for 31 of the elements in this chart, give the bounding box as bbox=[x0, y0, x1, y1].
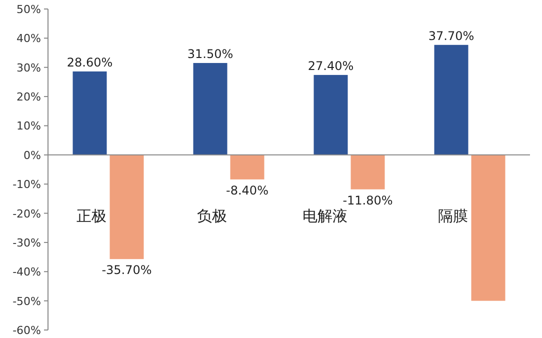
bar bbox=[350, 154, 385, 190]
data-label: -8.40% bbox=[226, 183, 268, 198]
y-tick-label: -20% bbox=[12, 207, 41, 220]
y-tick-label: 50% bbox=[16, 3, 41, 16]
y-tick-label: 40% bbox=[16, 32, 41, 46]
bar bbox=[434, 44, 468, 155]
y-tick-label: 10% bbox=[16, 120, 41, 133]
data-label: 27.40% bbox=[308, 58, 354, 73]
y-tick-label: -10% bbox=[12, 178, 41, 192]
data-label: -35.70% bbox=[102, 263, 152, 278]
bar bbox=[471, 154, 506, 301]
y-tick-label: 30% bbox=[16, 61, 41, 74]
y-tick-label: -30% bbox=[12, 236, 41, 250]
data-label: 28.60% bbox=[66, 55, 113, 70]
bar bbox=[193, 62, 228, 155]
y-tick-label: -60% bbox=[12, 324, 41, 337]
data-label: 37.70% bbox=[428, 28, 474, 43]
data-label: 31.50% bbox=[187, 46, 234, 61]
y-tick-label: 0% bbox=[24, 148, 41, 162]
y-tick-label: -50% bbox=[12, 294, 41, 308]
x-tick-label: 正极 bbox=[76, 206, 106, 225]
y-tick-label: 20% bbox=[16, 90, 41, 104]
x-tick-label: 隔膜 bbox=[438, 206, 468, 225]
bar bbox=[110, 154, 144, 260]
bar bbox=[230, 154, 264, 180]
x-tick-label: 电解液 bbox=[302, 206, 348, 225]
data-label: -11.80% bbox=[342, 193, 393, 208]
y-tick-label: -40% bbox=[12, 266, 41, 279]
x-tick-label: 负极 bbox=[196, 206, 227, 225]
bar bbox=[314, 74, 348, 155]
bar bbox=[72, 71, 107, 155]
